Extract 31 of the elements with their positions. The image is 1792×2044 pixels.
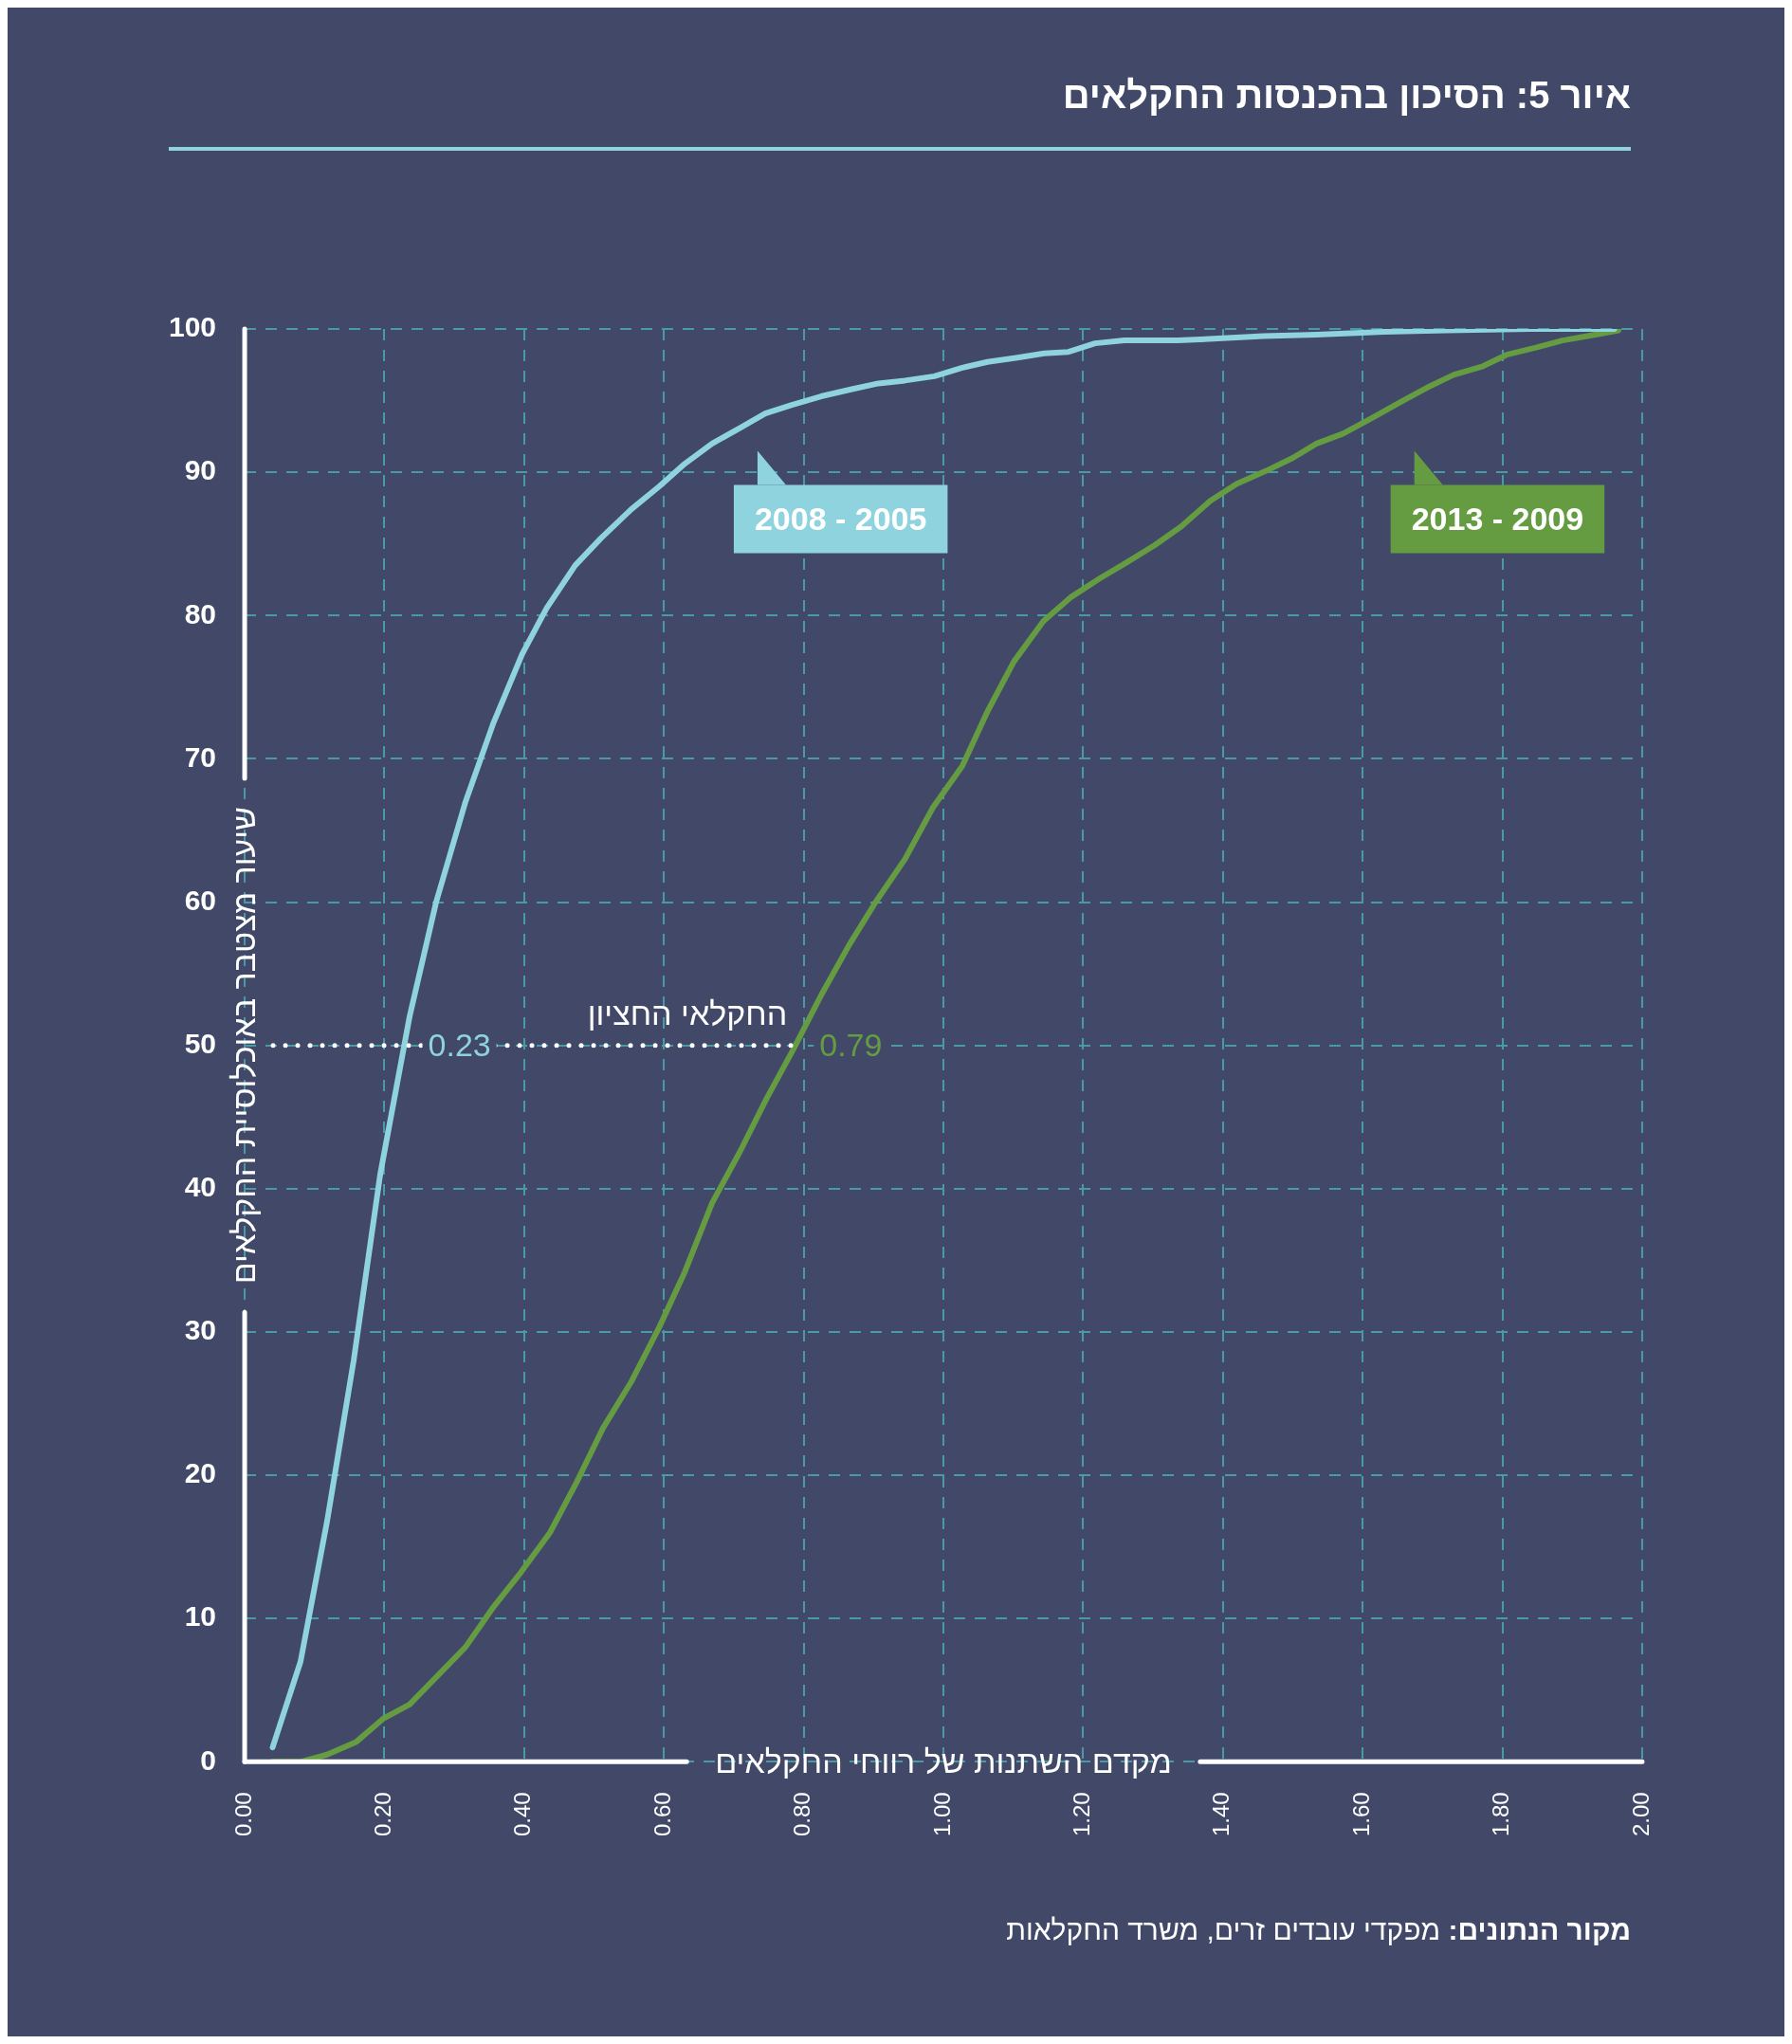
x-tick-label: 1.60 xyxy=(1347,1792,1374,1837)
text: מקור הנתונים: מפקדי עובדים זרים, משרד החקלאות xyxy=(1006,1914,1631,1945)
x-tick-label: 0.40 xyxy=(509,1792,536,1837)
x-axis-title: מקדם השתנות של רווחי החקלאים xyxy=(715,1743,1172,1779)
y-tick-label: 10 xyxy=(184,1600,217,1633)
x-tick-label: 1.40 xyxy=(1208,1792,1234,1837)
x-tick-label: 0.60 xyxy=(649,1792,675,1837)
y-tick-label: 40 xyxy=(184,1171,217,1203)
y-tick-label: 80 xyxy=(184,597,217,630)
x-tick-label: 2.00 xyxy=(1627,1792,1654,1837)
y-axis-title: שיעור מצטבר באוכלוסיית החקלאים xyxy=(226,807,263,1285)
y-tick-label: 90 xyxy=(184,454,217,486)
y-tick-label: 100 xyxy=(168,311,217,343)
chart-title: איור 5: הסיכון בהכנסות החקלאים xyxy=(169,74,1631,151)
y-tick-label: 70 xyxy=(184,740,217,773)
x-tick-label: 0.20 xyxy=(370,1792,396,1837)
y-tick-label: 30 xyxy=(184,1314,217,1346)
ref-line-label: החקלאי החציון xyxy=(587,995,788,1031)
annotation: 0.79 xyxy=(819,1027,883,1064)
legend-label: 2008 - 2005 xyxy=(754,500,927,537)
x-tick-label: 1.00 xyxy=(928,1792,955,1837)
annotation: 0.23 xyxy=(428,1027,491,1064)
y-tick-label: 50 xyxy=(184,1027,217,1059)
y-tick-label: 60 xyxy=(184,884,217,916)
y-tick-label: 20 xyxy=(184,1457,217,1489)
x-tick-label: 1.20 xyxy=(1069,1792,1095,1837)
x-tick-label: 0.00 xyxy=(229,1792,256,1837)
legend-label: 2013 - 2009 xyxy=(1411,500,1584,537)
y-tick-label: 0 xyxy=(200,1743,217,1776)
x-tick-label: 0.80 xyxy=(789,1792,815,1837)
x-tick-label: 1.80 xyxy=(1488,1792,1514,1837)
